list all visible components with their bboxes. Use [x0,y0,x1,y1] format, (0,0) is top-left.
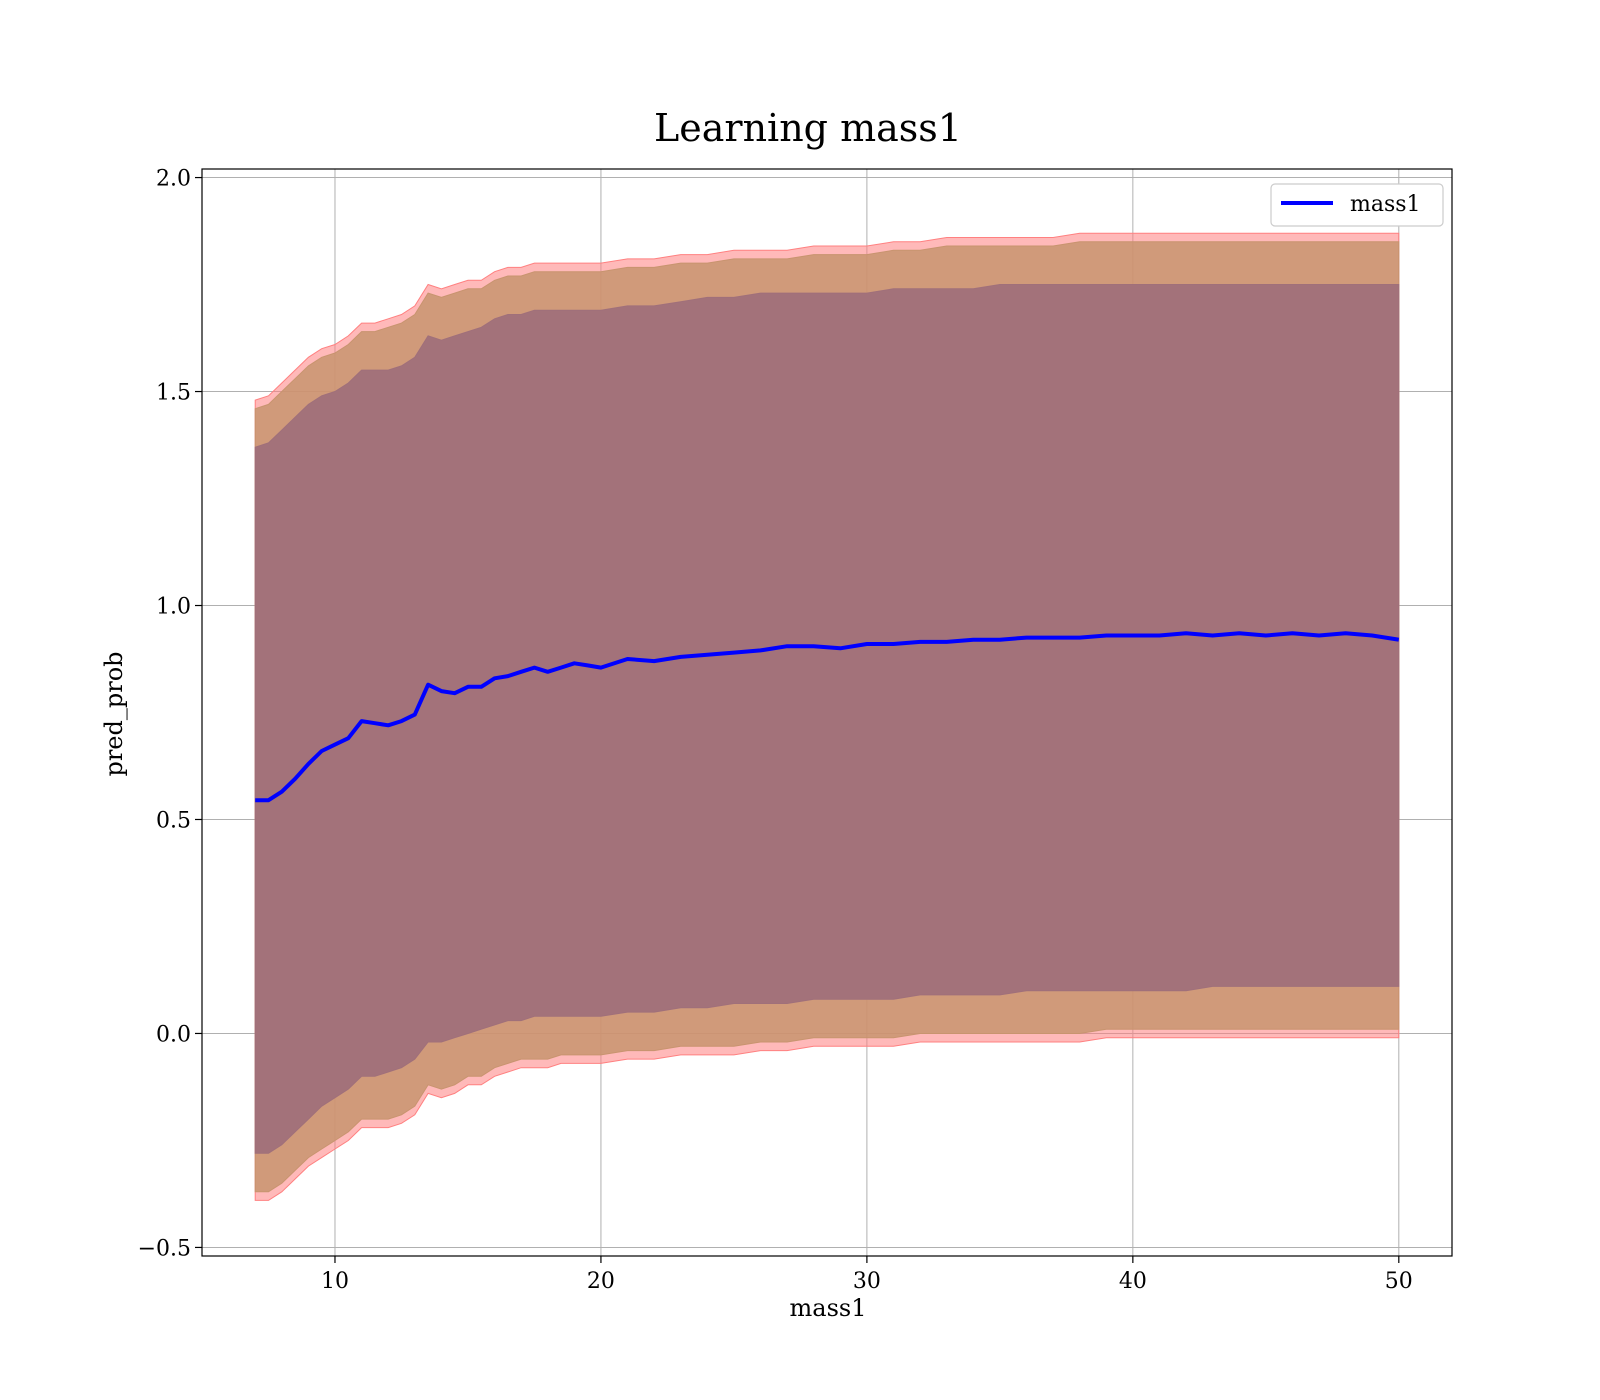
x-tick-label: 50 [1385,1269,1413,1294]
y-tick-label: 0.5 [156,808,191,833]
y-tick-label: 1.5 [156,381,191,406]
series-lines [255,631,1400,803]
y-tick-label: −0.5 [138,1236,191,1261]
series-line-mass1 [255,631,1400,803]
uncertainty-bands [254,232,1400,1201]
x-tick-label: 20 [587,1269,615,1294]
chart-title: Learning mass1 [654,106,962,150]
x-tick-label: 30 [853,1269,881,1294]
y-tick-label: 2.0 [156,167,191,192]
y-axis-ticks: −0.5 0.0 0.5 1.0 1.5 2.0 [138,167,202,1261]
legend: mass1 [1270,183,1444,227]
plot-frame [201,168,1453,1257]
x-tick-label: 40 [1119,1269,1147,1294]
band-inner [254,284,1400,1154]
y-axis-label: pred_prob [100,651,128,776]
x-axis-ticks: 10 20 30 40 50 [321,1256,1413,1294]
x-tick-label: 10 [321,1269,349,1294]
x-axis-label: mass1 [790,1294,867,1322]
y-tick-label: 0.0 [156,1022,191,1047]
y-tick-label: 1.0 [156,595,191,620]
legend-box [1270,183,1444,227]
legend-label-mass1: mass1 [1350,192,1421,217]
